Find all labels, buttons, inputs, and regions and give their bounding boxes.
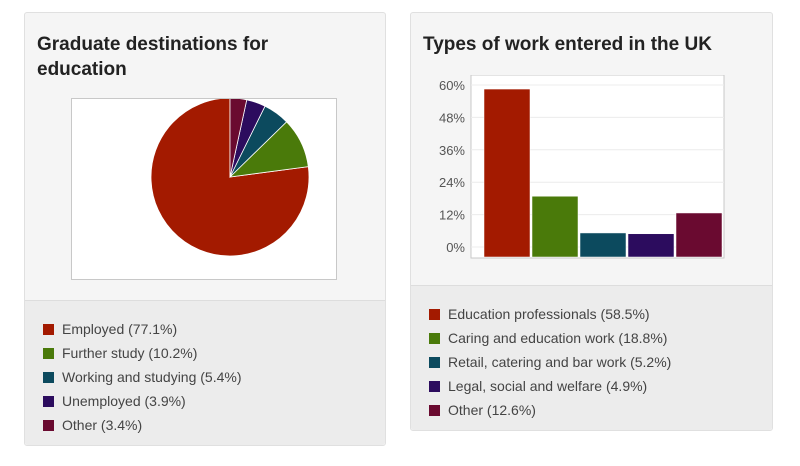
legend-swatch (429, 380, 440, 392)
bar-caring-and-education-work (531, 195, 579, 258)
destinations-legend: Employed (77.1%) Further study (10.2%) Wor… (43, 317, 242, 437)
legend-label: Caring and education work (18.8%) (448, 330, 668, 346)
bar-legal-social-and-welfare (627, 233, 675, 258)
legend-item-other: Other (3.4%) (43, 413, 242, 437)
legend-item-unemployed: Unemployed (3.9%) (43, 389, 242, 413)
bar-chart: 0% 12% 24% 36% 48% 60% (439, 74, 725, 259)
destinations-legend-area: Employed (77.1%) Further study (10.2%) Wor… (25, 300, 385, 445)
legend-label: Other (12.6%) (448, 402, 536, 418)
legend-swatch (43, 395, 54, 407)
work-types-legend: Education professionals (58.5%) Caring an… (429, 302, 671, 422)
legend-item-legal-social-and-welfare: Legal, social and welfare (4.9%) (429, 374, 671, 398)
legend-label: Further study (10.2%) (62, 345, 198, 361)
y-tick-label: 48% (439, 110, 465, 125)
legend-item-retail-catering-and-bar-work: Retail, catering and bar work (5.2%) (429, 350, 671, 374)
legend-item-education-professionals: Education professionals (58.5%) (429, 302, 671, 326)
legend-label: Retail, catering and bar work (5.2%) (448, 354, 672, 370)
legend-item-other: Other (12.6%) (429, 398, 671, 422)
legend-swatch (43, 323, 54, 335)
legend-swatch (429, 308, 440, 320)
legend-item-caring-and-education-work: Caring and education work (18.8%) (429, 326, 671, 350)
pie-chart-frame (71, 97, 337, 280)
legend-label: Other (3.4%) (62, 417, 143, 433)
bar-other (675, 212, 723, 258)
work-types-card: Types of work entered in the UK 0% 12% 24%… (410, 12, 773, 431)
legend-label: Working and studying (5.4%) (62, 369, 242, 385)
legend-label: Legal, social and welfare (4.9%) (448, 378, 648, 394)
destinations-card: Graduate destinations for education Empl… (24, 12, 386, 446)
legend-label: Employed (77.1%) (62, 321, 178, 337)
pie-chart (150, 97, 310, 257)
bar-chart-frame: 0% 12% 24% 36% 48% 60% (421, 74, 725, 265)
y-tick-label: 12% (439, 208, 465, 223)
bar-retail-catering-and-bar-work (579, 232, 627, 258)
legend-swatch (43, 371, 54, 383)
legend-item-employed: Employed (77.1%) (43, 317, 242, 341)
legend-item-further-study: Further study (10.2%) (43, 341, 242, 365)
legend-swatch (429, 356, 440, 368)
legend-swatch (429, 404, 440, 416)
legend-label: Education professionals (58.5%) (448, 306, 650, 322)
y-tick-label: 60% (439, 78, 465, 93)
legend-swatch (43, 347, 54, 359)
legend-label: Unemployed (3.9%) (62, 393, 186, 409)
work-types-title: Types of work entered in the UK (423, 34, 712, 55)
bar-education-professionals (483, 88, 531, 258)
y-tick-label: 0% (446, 240, 465, 255)
legend-swatch (429, 332, 440, 344)
legend-item-working-and-studying: Working and studying (5.4%) (43, 365, 242, 389)
destinations-title: Graduate destinations for education (37, 34, 269, 80)
y-tick-label: 36% (439, 143, 465, 158)
legend-swatch (43, 419, 54, 431)
y-tick-label: 24% (439, 175, 465, 190)
work-types-legend-area: Education professionals (58.5%) Caring an… (411, 285, 772, 430)
